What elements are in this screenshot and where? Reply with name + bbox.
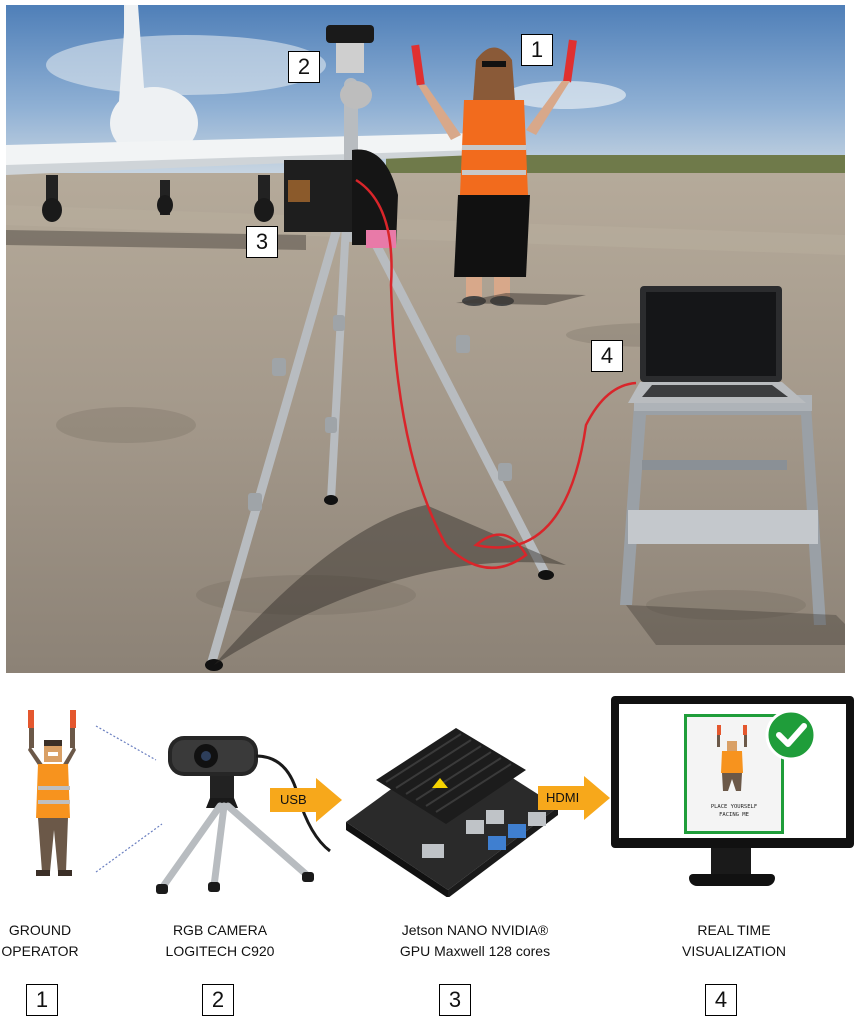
monitor-stand [689,874,775,886]
caption-4-line1: REAL TIME [697,922,771,938]
ground-operator-photo [411,39,586,306]
photo-marker-camera: 2 [288,51,320,83]
caption-jetson-nano: Jetson NANO NVIDIA® GPU Maxwell 128 core… [370,920,580,962]
check-icon [765,709,817,761]
caption-2-line2: LOGITECH C920 [165,943,275,959]
caption-rgb-camera: RGB CAMERA LOGITECH C920 [150,920,290,962]
red-cable [355,178,637,570]
screen-text-line1: PLACE YOURSELF [710,804,758,810]
component-number-3: 3 [439,984,471,1016]
caption-2-line1: RGB CAMERA [172,922,268,938]
photo-marker-laptop: 4 [591,340,623,372]
monitor-screen: PLACE YOURSELF FACING ME [619,704,846,838]
caption-3-line1: Jetson NANO NVIDIA® [401,922,549,938]
ground-operator-icon [28,710,76,876]
photo-marker-operator: 1 [521,34,553,66]
component-number-2: 2 [202,984,234,1016]
field-of-view-lines [95,725,163,873]
caption-3-line2: GPU Maxwell 128 cores [399,943,551,959]
screen-operator-icon [717,725,747,791]
monitor: PLACE YOURSELF FACING ME [611,696,856,896]
component-number-1: 1 [26,984,58,1016]
photo-scene [6,5,845,673]
caption-real-time-visualization: REAL TIME VISUALIZATION [664,920,804,962]
operator-frame: PLACE YOURSELF FACING ME [684,714,784,834]
field-setup-photo [6,5,845,673]
caption-1-line1: GROUND [8,922,72,938]
usb-label: USB [280,792,307,807]
caption-ground-operator: GROUND OPERATOR [0,920,80,962]
hdmi-label: HDMI [546,790,580,805]
screen-text-line2: FACING ME [719,812,749,818]
caption-1-line2: OPERATOR [1,943,79,959]
usb-arrow [270,778,342,822]
component-number-4: 4 [705,984,737,1016]
laptop [628,286,806,403]
monitor-bezel: PLACE YOURSELF FACING ME [611,696,854,848]
hdmi-arrow [538,776,610,820]
caption-4-line2: VISUALIZATION [682,943,786,959]
tarmac [6,173,845,673]
jetson-nano-board-icon [346,728,558,897]
monitor-neck [711,848,751,878]
photo-marker-jetson: 3 [246,226,278,258]
